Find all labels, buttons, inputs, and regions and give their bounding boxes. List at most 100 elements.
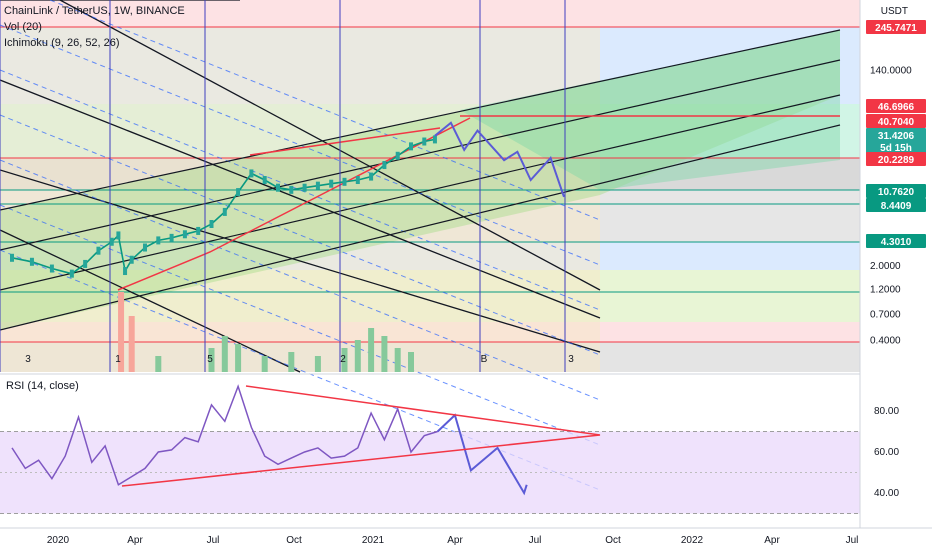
- volume-bar: [314, 356, 321, 372]
- projection-line: [434, 121, 565, 198]
- price-tag-label: 5d 15h: [880, 143, 912, 154]
- price-tick: 140.0000: [870, 66, 912, 77]
- channel-line: [0, 59, 841, 251]
- candle: [422, 137, 427, 146]
- price-tag-label: 8.4409: [881, 201, 912, 212]
- price-tag: [866, 184, 926, 198]
- rsi-tick: 60.00: [874, 447, 899, 458]
- volume-bar: [381, 336, 388, 372]
- volume-bar: [261, 356, 268, 372]
- trend-line: [59, 0, 601, 291]
- candle: [342, 177, 347, 186]
- time-axis: 2020 Apr Jul Oct 2021 Apr Jul Oct 2022 Apr Jul: [0, 527, 932, 550]
- volume-bar: [394, 348, 401, 372]
- wave-label: 1: [115, 354, 121, 365]
- candle: [196, 226, 201, 235]
- candle: [182, 230, 187, 239]
- candle: [209, 219, 214, 228]
- symbol-legend[interactable]: ChainLink / TetherUS, 1W, BINANCE: [4, 5, 185, 17]
- wave-label: 3: [25, 354, 31, 365]
- time-tick: 2021: [362, 535, 385, 546]
- price-tick: 0.7000: [870, 310, 901, 321]
- trend-line: [0, 169, 601, 353]
- candle: [249, 169, 254, 178]
- volume-bar: [221, 336, 228, 372]
- channel-line: [0, 124, 841, 331]
- candle: [369, 172, 374, 181]
- rsi-triangle: [121, 385, 601, 487]
- rsi-projection: [436, 413, 528, 496]
- time-tick: 2022: [681, 535, 704, 546]
- time-tick: Oct: [605, 535, 621, 546]
- trend-line: [0, 79, 601, 319]
- trend-line: [0, 229, 301, 373]
- time-tick: Oct: [286, 535, 302, 546]
- candle: [109, 237, 114, 246]
- time-tick: Jul: [207, 535, 220, 546]
- candle: [143, 243, 147, 252]
- price-tag-label: 4.3010: [881, 237, 912, 248]
- candle: [156, 236, 161, 245]
- candle: [395, 151, 400, 160]
- candle: [329, 179, 334, 188]
- candle: [96, 246, 101, 255]
- price-tag: [866, 99, 926, 113]
- rsi-line: [11, 384, 438, 486]
- wave-label: B: [481, 354, 488, 365]
- elliott-wave-labels: 3 1 5 2 B 3: [25, 354, 574, 365]
- projection-path: [434, 121, 565, 198]
- price-tag: [866, 198, 926, 212]
- candle: [10, 253, 14, 262]
- candle: [236, 188, 241, 197]
- time-tick: Jul: [846, 535, 859, 546]
- axis-bg: [860, 0, 932, 550]
- candle: [302, 183, 307, 192]
- candle: [29, 257, 34, 266]
- candle: [69, 269, 74, 278]
- time-tick: Apr: [447, 535, 463, 546]
- candle: [169, 233, 174, 242]
- price-tick: 1.2000: [870, 285, 901, 296]
- candle: [49, 264, 54, 273]
- candle: [116, 231, 121, 240]
- ichimoku-legend[interactable]: Ichimoku (9, 26, 52, 26): [4, 37, 120, 49]
- price-tag: [866, 234, 926, 248]
- candle: [432, 135, 437, 144]
- volume-bar: [128, 316, 135, 372]
- fib-bands: [0, 0, 860, 372]
- green-channel: [0, 30, 840, 330]
- candle: [222, 207, 227, 216]
- candle: [83, 259, 88, 268]
- time-tick: Jul: [529, 535, 542, 546]
- teal-channel: [460, 30, 840, 190]
- price-tag-label: 20.2289: [878, 155, 915, 166]
- price-tag-label: 10.7620: [878, 187, 915, 198]
- candle: [262, 176, 267, 185]
- volume-bar: [208, 348, 215, 372]
- price-tag-label: 40.7040: [878, 117, 915, 128]
- candle: [382, 161, 387, 170]
- time-axis-bg: [0, 528, 932, 550]
- rsi-tick: 80.00: [874, 406, 899, 417]
- volume-legend[interactable]: Vol (20): [4, 21, 42, 33]
- price-tag-label: 245.7471: [875, 23, 917, 34]
- candle: [315, 181, 320, 190]
- volume-bar: [235, 344, 242, 372]
- price-axis: USDT140.00003.50002.00001.20000.70000.40…: [859, 0, 932, 550]
- candle: [289, 185, 294, 194]
- currency-label: USDT: [881, 6, 908, 17]
- volume-bar: [155, 356, 162, 372]
- candle: [276, 183, 280, 192]
- channel-line: [0, 94, 841, 291]
- price-tag-label: 31.4206: [878, 131, 915, 142]
- price-tag: [866, 20, 926, 34]
- volume-bar: [368, 328, 375, 372]
- wave-label: 5: [207, 354, 213, 365]
- price-tag-label: 46.6966: [878, 102, 915, 113]
- rsi-legend[interactable]: RSI (14, close): [6, 380, 79, 392]
- volume-bar: [354, 340, 361, 372]
- candle: [409, 142, 413, 151]
- candle: [123, 267, 128, 276]
